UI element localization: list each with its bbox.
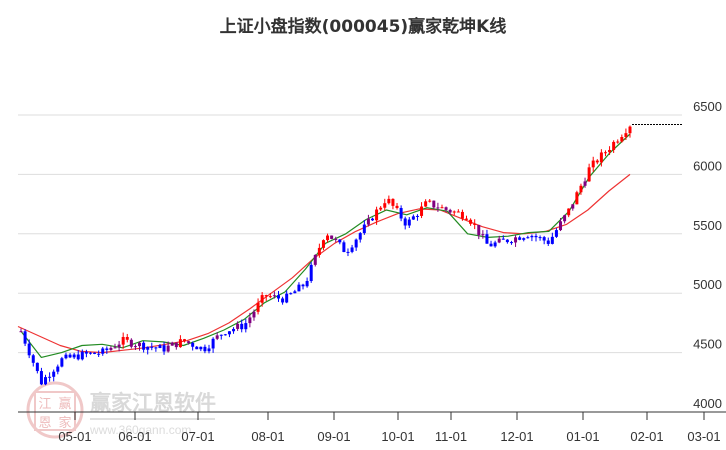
svg-text:赢: 赢 bbox=[58, 396, 71, 412]
y-tick-label: 4500 bbox=[693, 337, 722, 352]
x-tick-label: 02-01 bbox=[630, 429, 663, 444]
chart-title: 上证小盘指数(000045)赢家乾坤K线 bbox=[219, 17, 507, 37]
svg-text:恩: 恩 bbox=[38, 416, 51, 431]
x-axis: 05-01 06-01 07-01 08-01 09-01 10-01 11-01 12-01… bbox=[18, 411, 726, 444]
x-tick-label: 01-01 bbox=[566, 429, 599, 444]
x-tick-label: 06-01 bbox=[118, 429, 151, 444]
svg-text:江: 江 bbox=[38, 397, 51, 412]
y-axis-labels: 4000 4500 5000 5500 6000 6500 bbox=[693, 99, 722, 411]
y-tick-label: 5000 bbox=[693, 277, 722, 292]
x-tick-label: 10-01 bbox=[381, 429, 414, 444]
x-tick-label: 08-01 bbox=[251, 429, 284, 444]
ma-long-line bbox=[17, 173, 631, 354]
x-tick-label: 09-01 bbox=[317, 429, 350, 444]
svg-text:赢家江恩软件: 赢家江恩软件 bbox=[90, 391, 216, 415]
y-tick-label: 4000 bbox=[693, 396, 722, 411]
x-tick-label: 05-01 bbox=[58, 429, 91, 444]
watermark: 江赢恩 家 赢家江恩软件 www.360gann.com bbox=[26, 381, 216, 439]
y-tick-label: 6500 bbox=[693, 99, 722, 114]
gridlines bbox=[18, 114, 682, 354]
y-tick-label: 5500 bbox=[693, 218, 722, 233]
x-tick-label: 07-01 bbox=[181, 429, 214, 444]
candlesticks bbox=[19, 125, 632, 386]
svg-text:家: 家 bbox=[58, 415, 71, 431]
x-tick-label: 11-01 bbox=[435, 429, 467, 444]
x-tick-label: 12-01 bbox=[500, 429, 533, 444]
ma-short-line bbox=[20, 133, 631, 358]
y-tick-label: 6000 bbox=[693, 158, 722, 173]
svg-text:www.360gann.com: www.360gann.com bbox=[89, 423, 191, 437]
x-tick-label: 03-01 bbox=[687, 429, 720, 444]
